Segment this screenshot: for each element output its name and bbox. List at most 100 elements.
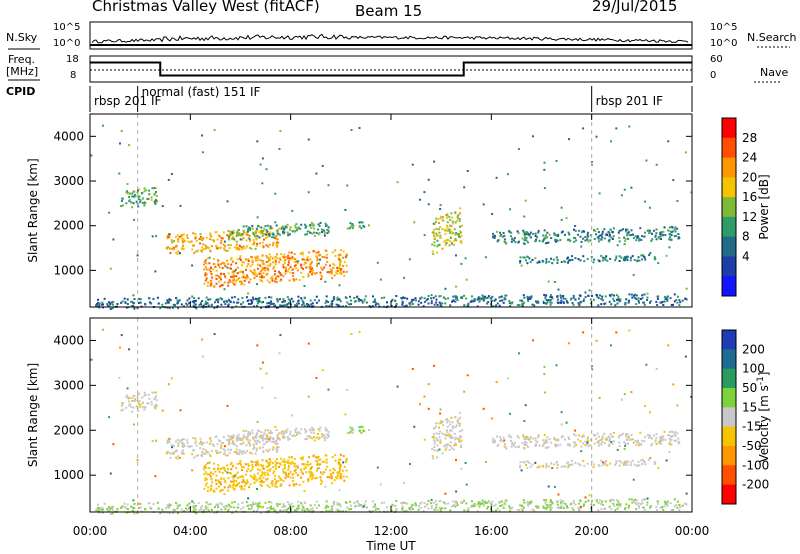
- echo-cell: [628, 498, 631, 501]
- echo-cell: [227, 489, 230, 492]
- noise-cell: [109, 267, 112, 270]
- echo-cell: [589, 438, 592, 441]
- x-axis-label: Time UT: [365, 539, 416, 553]
- echo-cell: [531, 508, 534, 511]
- echo-cell: [308, 429, 311, 432]
- echo-cell: [654, 440, 657, 443]
- echo-cell: [121, 505, 124, 508]
- echo-cell: [270, 277, 273, 280]
- colorbar-tick-label: 8: [742, 230, 750, 244]
- noise-cell: [321, 164, 324, 167]
- echo-cell: [457, 233, 460, 236]
- echo-cell: [346, 301, 349, 304]
- echo-cell: [360, 221, 363, 224]
- echo-cell: [259, 436, 262, 439]
- echo-cell: [502, 506, 505, 509]
- echo-cell: [280, 509, 283, 512]
- echo-cell: [460, 436, 462, 438]
- echo-cell: [549, 299, 552, 302]
- echo-cell: [643, 303, 646, 306]
- echo-cell: [339, 254, 342, 257]
- echo-cell: [214, 265, 217, 268]
- echo-cell: [206, 490, 209, 492]
- echo-cell: [586, 238, 589, 241]
- noise-cell: [274, 425, 277, 428]
- noise-cell: [423, 438, 426, 441]
- colorbar-swatch: [722, 118, 736, 139]
- echo-cell: [299, 457, 302, 460]
- echo-cell: [567, 436, 570, 439]
- echo-cell: [261, 232, 264, 235]
- echo-cell: [549, 506, 552, 509]
- echo-cell: [112, 300, 115, 303]
- echo-cell: [123, 502, 126, 505]
- echo-cell: [674, 226, 677, 229]
- echo-cell: [217, 468, 220, 471]
- echo-cell: [124, 302, 127, 304]
- echo-cell: [330, 268, 332, 271]
- echo-cell: [360, 227, 363, 230]
- colorbar-label: Power [dB]: [757, 174, 771, 239]
- echo-cell: [444, 302, 447, 305]
- noise-cell: [128, 348, 131, 351]
- echo-cell: [172, 307, 174, 309]
- echo-cell: [126, 508, 129, 510]
- echo-cell: [630, 438, 633, 441]
- echo-cell: [327, 226, 330, 229]
- echo-cell: [323, 234, 326, 237]
- echo-cell: [574, 434, 577, 437]
- echo-cell: [669, 443, 672, 446]
- echo-cell: [251, 225, 254, 227]
- echo-cell: [290, 251, 293, 254]
- echo-cell: [559, 239, 562, 241]
- echo-cell: [593, 433, 596, 436]
- echo-cell: [578, 502, 580, 505]
- echo-cell: [525, 237, 528, 240]
- noise-cell: [690, 395, 693, 398]
- echo-cell: [260, 275, 263, 278]
- echo-cell: [221, 489, 224, 492]
- echo-cell: [582, 300, 585, 302]
- echo-cell: [180, 248, 183, 250]
- echo-cell: [574, 257, 577, 260]
- echo-cell: [633, 463, 636, 466]
- echo-cell: [625, 460, 628, 463]
- echo-cell: [675, 503, 678, 506]
- echo-cell: [249, 451, 252, 454]
- echo-cell: [623, 460, 626, 463]
- echo-cell: [562, 297, 565, 300]
- echo-cell: [450, 225, 453, 228]
- echo-cell: [240, 450, 243, 453]
- echo-cell: [435, 227, 438, 230]
- echo-cell: [546, 440, 549, 443]
- echo-cell: [147, 189, 150, 192]
- echo-cell: [564, 465, 567, 468]
- echo-cell: [177, 455, 180, 458]
- echo-cell: [276, 257, 279, 260]
- echo-cell: [670, 435, 673, 438]
- echo-cell: [331, 504, 334, 507]
- echo-cell: [234, 485, 237, 488]
- echo-cell: [525, 239, 528, 242]
- echo-cell: [322, 434, 325, 437]
- echo-cell: [250, 504, 253, 507]
- echo-cell: [245, 234, 248, 236]
- noise-cell: [509, 412, 511, 415]
- echo-cell: [284, 477, 287, 480]
- echo-cell: [260, 226, 263, 229]
- echo-cell: [227, 434, 230, 437]
- echo-cell: [608, 234, 611, 236]
- echo-cell: [517, 446, 520, 449]
- echo-cell: [592, 261, 595, 264]
- echo-cell: [168, 452, 171, 455]
- echo-cell: [600, 238, 603, 241]
- echo-cell: [280, 228, 283, 230]
- echo-cell: [237, 506, 240, 509]
- noise-cell: [350, 129, 353, 131]
- echo-cell: [250, 302, 253, 305]
- echo-cell: [121, 404, 123, 407]
- echo-cell: [491, 510, 494, 513]
- echo-cell: [263, 443, 265, 446]
- echo-cell: [452, 504, 455, 507]
